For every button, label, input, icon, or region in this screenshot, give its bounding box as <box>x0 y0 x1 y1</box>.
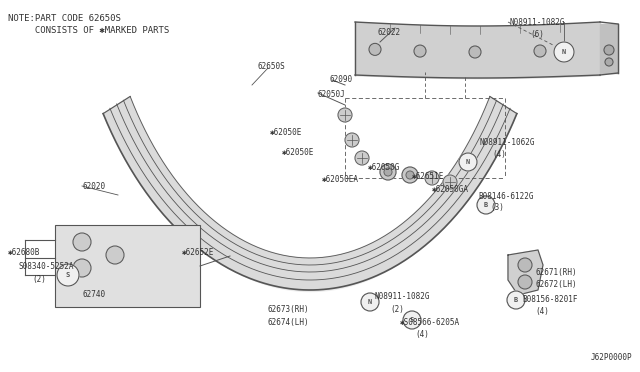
Circle shape <box>384 168 392 176</box>
Text: S: S <box>410 317 414 323</box>
Text: ✱62680B: ✱62680B <box>8 248 40 257</box>
Text: N: N <box>368 299 372 305</box>
Text: (4): (4) <box>535 307 549 316</box>
Circle shape <box>57 264 79 286</box>
Circle shape <box>425 171 439 185</box>
Circle shape <box>402 167 418 183</box>
Text: B: B <box>484 202 488 208</box>
Text: NOTE:PART CODE 62650S: NOTE:PART CODE 62650S <box>8 14 121 23</box>
Text: (3): (3) <box>490 203 504 212</box>
Text: ✱62050GA: ✱62050GA <box>432 185 469 194</box>
Text: 62650S: 62650S <box>258 62 285 71</box>
Circle shape <box>369 44 381 55</box>
Circle shape <box>403 311 421 329</box>
Text: (2): (2) <box>32 275 46 284</box>
Circle shape <box>355 151 369 165</box>
Text: N08911-1062G: N08911-1062G <box>480 138 536 147</box>
Text: 62090: 62090 <box>330 75 353 84</box>
Text: 62672(LH): 62672(LH) <box>536 280 578 289</box>
Text: N08911-1082G: N08911-1082G <box>375 292 431 301</box>
Text: J62P0000P: J62P0000P <box>590 353 632 362</box>
Text: S: S <box>66 272 70 278</box>
Text: 62050J: 62050J <box>318 90 346 99</box>
Circle shape <box>507 291 525 309</box>
Text: CONSISTS OF ✱MARKED PARTS: CONSISTS OF ✱MARKED PARTS <box>8 26 169 35</box>
Text: 62673(RH): 62673(RH) <box>268 305 310 314</box>
Circle shape <box>469 46 481 58</box>
Text: B08156-8201F: B08156-8201F <box>522 295 577 304</box>
FancyBboxPatch shape <box>55 225 200 307</box>
Polygon shape <box>103 96 517 290</box>
Text: (4): (4) <box>415 330 429 339</box>
Text: ✱62050G: ✱62050G <box>368 163 401 172</box>
Circle shape <box>604 45 614 55</box>
Text: ✱62050E: ✱62050E <box>270 128 302 137</box>
Text: 62671(RH): 62671(RH) <box>536 268 578 277</box>
Circle shape <box>443 175 457 189</box>
Circle shape <box>73 259 91 277</box>
Text: B08146-6122G: B08146-6122G <box>478 192 534 201</box>
Text: ✱62050E: ✱62050E <box>282 148 314 157</box>
Circle shape <box>554 42 574 62</box>
Circle shape <box>361 293 379 311</box>
Text: ✱62652E: ✱62652E <box>182 248 214 257</box>
Text: N08911-1082G: N08911-1082G <box>510 18 566 27</box>
Circle shape <box>477 196 495 214</box>
Text: ✱62651E: ✱62651E <box>412 172 444 181</box>
Text: ✱62050EA: ✱62050EA <box>322 175 359 184</box>
Text: N: N <box>562 49 566 55</box>
Circle shape <box>518 258 532 272</box>
Circle shape <box>534 45 546 57</box>
Circle shape <box>459 153 477 171</box>
Circle shape <box>518 275 532 289</box>
Polygon shape <box>508 250 543 295</box>
Circle shape <box>345 133 359 147</box>
Text: N: N <box>466 159 470 165</box>
Circle shape <box>73 233 91 251</box>
Text: 62740: 62740 <box>82 290 105 299</box>
Text: (2): (2) <box>390 305 404 314</box>
Circle shape <box>338 108 352 122</box>
Text: 62020: 62020 <box>82 182 105 191</box>
Circle shape <box>106 246 124 264</box>
Text: (4): (4) <box>492 150 506 159</box>
Circle shape <box>380 164 396 180</box>
Text: 62022: 62022 <box>378 28 401 37</box>
Text: (6): (6) <box>530 30 544 39</box>
Text: 62674(LH): 62674(LH) <box>268 318 310 327</box>
Circle shape <box>414 45 426 57</box>
Circle shape <box>605 58 613 66</box>
Text: ✱S08566-6205A: ✱S08566-6205A <box>400 318 460 327</box>
Text: S08340-5252A: S08340-5252A <box>18 262 74 271</box>
Circle shape <box>406 171 414 179</box>
Text: B: B <box>514 297 518 303</box>
